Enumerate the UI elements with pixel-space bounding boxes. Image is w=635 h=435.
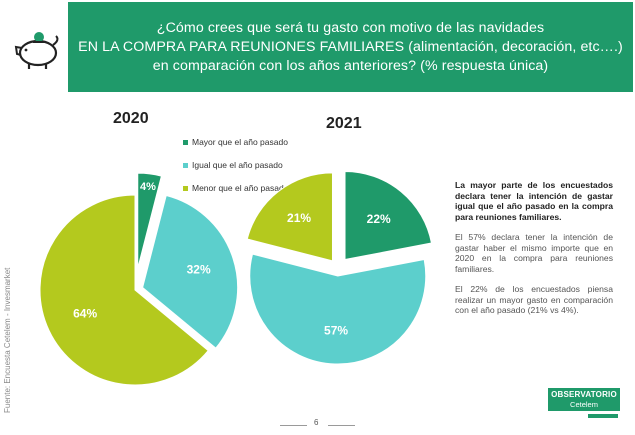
legend-label: Menor que el año pasado (192, 183, 289, 193)
pie-2020-slice-menor (39, 194, 209, 386)
logo-title: OBSERVATORIO (548, 388, 620, 400)
legend-label: Igual que el año pasado (192, 160, 283, 170)
title-line-3: en comparación con los años anteriores? … (152, 57, 549, 74)
side-note-paragraph: El 57% declara tener la intención de gas… (455, 232, 613, 274)
title-line-1: ¿Cómo crees que será tu gasto con motivo… (156, 19, 545, 36)
legend-item-igual: Igual que el año pasado (183, 160, 283, 170)
legend-swatch (183, 139, 188, 145)
legend-item-menor: Menor que el año pasado (183, 183, 288, 193)
side-note: La mayor parte de los encuestados declar… (455, 180, 613, 326)
pie-2021-slice-menor (246, 172, 333, 262)
observatorio-logo: OBSERVATORIO Cetelem (548, 388, 620, 428)
piggy-bank-icon (12, 28, 64, 72)
legend-item-mayor: Mayor que el año pasado (183, 137, 288, 147)
pie-2021-label-mayor: 22% (367, 212, 391, 226)
pie-2020-label-mayor: 4% (140, 181, 156, 193)
pie-2021-label-menor: 21% (287, 211, 311, 225)
side-note-headline: La mayor parte de los encuestados declar… (455, 180, 613, 222)
pie-2021-slice-igual (249, 253, 427, 365)
legend-swatch (183, 162, 188, 168)
logo-subtitle: Cetelem (548, 400, 620, 411)
pie-2021-slice-mayor (344, 171, 433, 261)
pie-2020-label-menor: 64% (73, 306, 97, 320)
source-note: Fuente: Encuesta Cetelem - Invesmarket (3, 267, 12, 413)
title-line-2: EN LA COMPRA PARA REUNIONES FAMILIARES (… (78, 38, 623, 55)
pie-2020-slice-mayor (137, 172, 162, 269)
pie-2020-label-igual: 32% (187, 262, 211, 276)
side-note-paragraph: El 22% de los encuestados piensa realiza… (455, 284, 613, 315)
logo-bar (548, 411, 620, 418)
legend-label: Mayor que el año pasado (192, 137, 288, 147)
pie-2020-slice-igual (142, 194, 239, 349)
header-banner: ¿Cómo crees que será tu gasto con motivo… (68, 2, 633, 92)
chart-title-2021: 2021 (326, 115, 362, 132)
pie-2021-label-igual: 57% (324, 324, 348, 338)
page-number: 6 (314, 418, 319, 427)
chart-title-2020: 2020 (113, 110, 149, 127)
legend-swatch (183, 185, 188, 191)
footer-divider (328, 425, 355, 426)
footer-divider (280, 425, 307, 426)
